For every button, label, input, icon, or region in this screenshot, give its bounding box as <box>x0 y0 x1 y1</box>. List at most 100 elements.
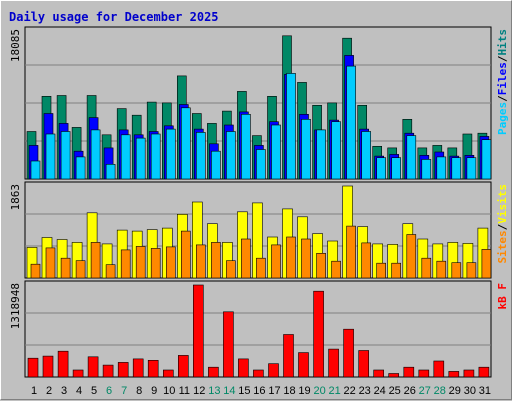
day-label: 18 <box>283 385 295 397</box>
day-label: 17 <box>268 385 280 397</box>
usage-panel-bar-pages <box>60 131 71 180</box>
visitors-panel-bar-sites <box>226 260 236 279</box>
day-label: 31 <box>479 385 491 397</box>
bandwidth-panel-bar-kb-f <box>418 369 430 378</box>
day-label: 11 <box>179 385 190 397</box>
visitors-panel-bar-sites <box>135 246 146 279</box>
visitors-panel-bar-sites <box>150 248 161 279</box>
day-label: 16 <box>253 385 265 397</box>
usage-panel-bar-pages <box>241 114 251 180</box>
visitors-panel-max-label: 1863 <box>9 184 22 211</box>
day-label: 10 <box>163 385 175 397</box>
visitors-panel-bar-sites <box>45 247 56 279</box>
usage-panel-bar-pages <box>120 134 131 180</box>
day-label: 22 <box>343 385 355 397</box>
usage-panel-bar-pages <box>256 149 266 180</box>
visitors-panel-bar-sites <box>181 230 191 279</box>
bandwidth-panel-bar-kb-f <box>57 350 69 378</box>
day-label: 8 <box>136 385 142 397</box>
usage-panel-bar-pages <box>406 135 417 180</box>
usage-panel-bar-pages <box>301 119 311 180</box>
usage-panel-bar-pages <box>451 157 462 180</box>
bandwidth-panel-bar-kb-f <box>388 373 400 378</box>
usage-panel-bar-pages <box>376 157 387 180</box>
legend-entry: / <box>496 95 509 102</box>
bandwidth-panel-bar-kb-f <box>343 328 354 378</box>
bandwidth-panel-bar-kb-f <box>463 369 475 378</box>
day-label: 2 <box>46 385 52 397</box>
usage-panel-bar-pages <box>75 156 86 180</box>
bandwidth-panel-bar-kb-f <box>358 350 370 378</box>
usage-panel-bar-pages <box>286 73 296 180</box>
visitors-panel-bar-sites <box>421 257 432 279</box>
visitors-panel-bar-sites <box>120 249 131 279</box>
day-label: 6 <box>106 385 112 397</box>
usage-panel-bar-pages <box>436 156 447 180</box>
visitors-panel-bar-sites <box>105 264 116 279</box>
bandwidth-panel-bar-kb-f <box>223 311 234 378</box>
usage-panel-max-label: 18085 <box>9 29 22 62</box>
visitors-panel-bar-sites <box>75 260 86 279</box>
bandwidth-panel-bar-kb-f <box>42 355 54 378</box>
legend-entry: Visits <box>496 184 509 224</box>
day-label: 29 <box>449 385 461 397</box>
day-label: 15 <box>238 385 250 397</box>
usage-panel-bar-pages <box>105 164 116 180</box>
bandwidth-panel-bar-kb-f <box>238 358 249 378</box>
bandwidth-panel-bar-kb-f <box>448 371 460 378</box>
day-label: 21 <box>328 385 340 397</box>
usage-panel-bar-pages <box>166 128 176 180</box>
visitors-panel-bar-sites <box>361 242 372 279</box>
visitors-panel-bar-sites <box>466 262 477 279</box>
usage-panel-bar-pages <box>346 65 356 180</box>
day-label: 24 <box>374 385 386 397</box>
bandwidth-panel-bar-kb-f <box>328 348 339 378</box>
usage-panel-bar-pages <box>391 157 402 180</box>
visitors-panel-bar-sites <box>241 238 251 279</box>
bandwidth-panel-legend: kB F <box>496 283 509 310</box>
bandwidth-panel-bar-kb-f <box>283 334 294 378</box>
visitors-panel-bar-sites <box>331 260 341 279</box>
visitors-panel-bar-sites <box>211 242 221 279</box>
usage-panel-bar-pages <box>361 131 372 180</box>
legend-entry: Pages <box>496 102 509 135</box>
usage-panel-bar-pages <box>271 124 281 180</box>
visitors-panel-bar-sites <box>436 260 447 279</box>
visitors-panel-bar-sites <box>196 244 206 279</box>
legend-entry: Hits <box>496 29 509 56</box>
day-label: 19 <box>298 385 310 397</box>
day-label: 20 <box>313 385 325 397</box>
bandwidth-panel-bar-kb-f <box>72 369 84 378</box>
bandwidth-panel-bar-kb-f <box>102 364 114 378</box>
legend-entry: Sites <box>496 230 509 263</box>
legend-entry: kB F <box>496 283 509 310</box>
bandwidth-panel-bar-kb-f <box>313 290 324 378</box>
visitors-panel-bar-sites <box>286 236 296 279</box>
day-label: 14 <box>223 385 235 397</box>
day-label: 9 <box>151 385 157 397</box>
day-label: 30 <box>464 385 476 397</box>
visitors-panel-bar-sites <box>256 257 266 279</box>
day-label: 1 <box>31 385 37 397</box>
usage-panel-bar-pages <box>45 133 56 180</box>
bandwidth-panel-bar-kb-f <box>208 366 219 378</box>
bandwidth-panel-bar-kb-f <box>87 356 99 378</box>
visitors-panel-bar-sites <box>391 262 402 279</box>
visitors-panel-bar-sites <box>30 263 41 279</box>
legend-entry: / <box>496 55 509 62</box>
day-label: 12 <box>193 385 205 397</box>
visitors-panel-bar-sites <box>451 262 462 279</box>
day-label: 25 <box>389 385 401 397</box>
visitors-panel-bar-sites <box>406 234 417 279</box>
bandwidth-panel-bar-kb-f <box>373 369 385 378</box>
usage-panel-bar-pages <box>331 121 341 180</box>
visitors-panel-bar-sites <box>271 244 281 279</box>
usage-panel-bar-pages <box>211 150 221 180</box>
bandwidth-panel-bar-kb-f <box>268 363 279 378</box>
visitors-panel-bar-sites <box>346 225 356 279</box>
bandwidth-panel-bar-kb-f <box>147 359 159 378</box>
bandwidth-panel-bar-kb-f <box>178 355 189 378</box>
bandwidth-panel-bar-kb-f <box>478 366 490 378</box>
legend-entry: / <box>496 223 509 230</box>
